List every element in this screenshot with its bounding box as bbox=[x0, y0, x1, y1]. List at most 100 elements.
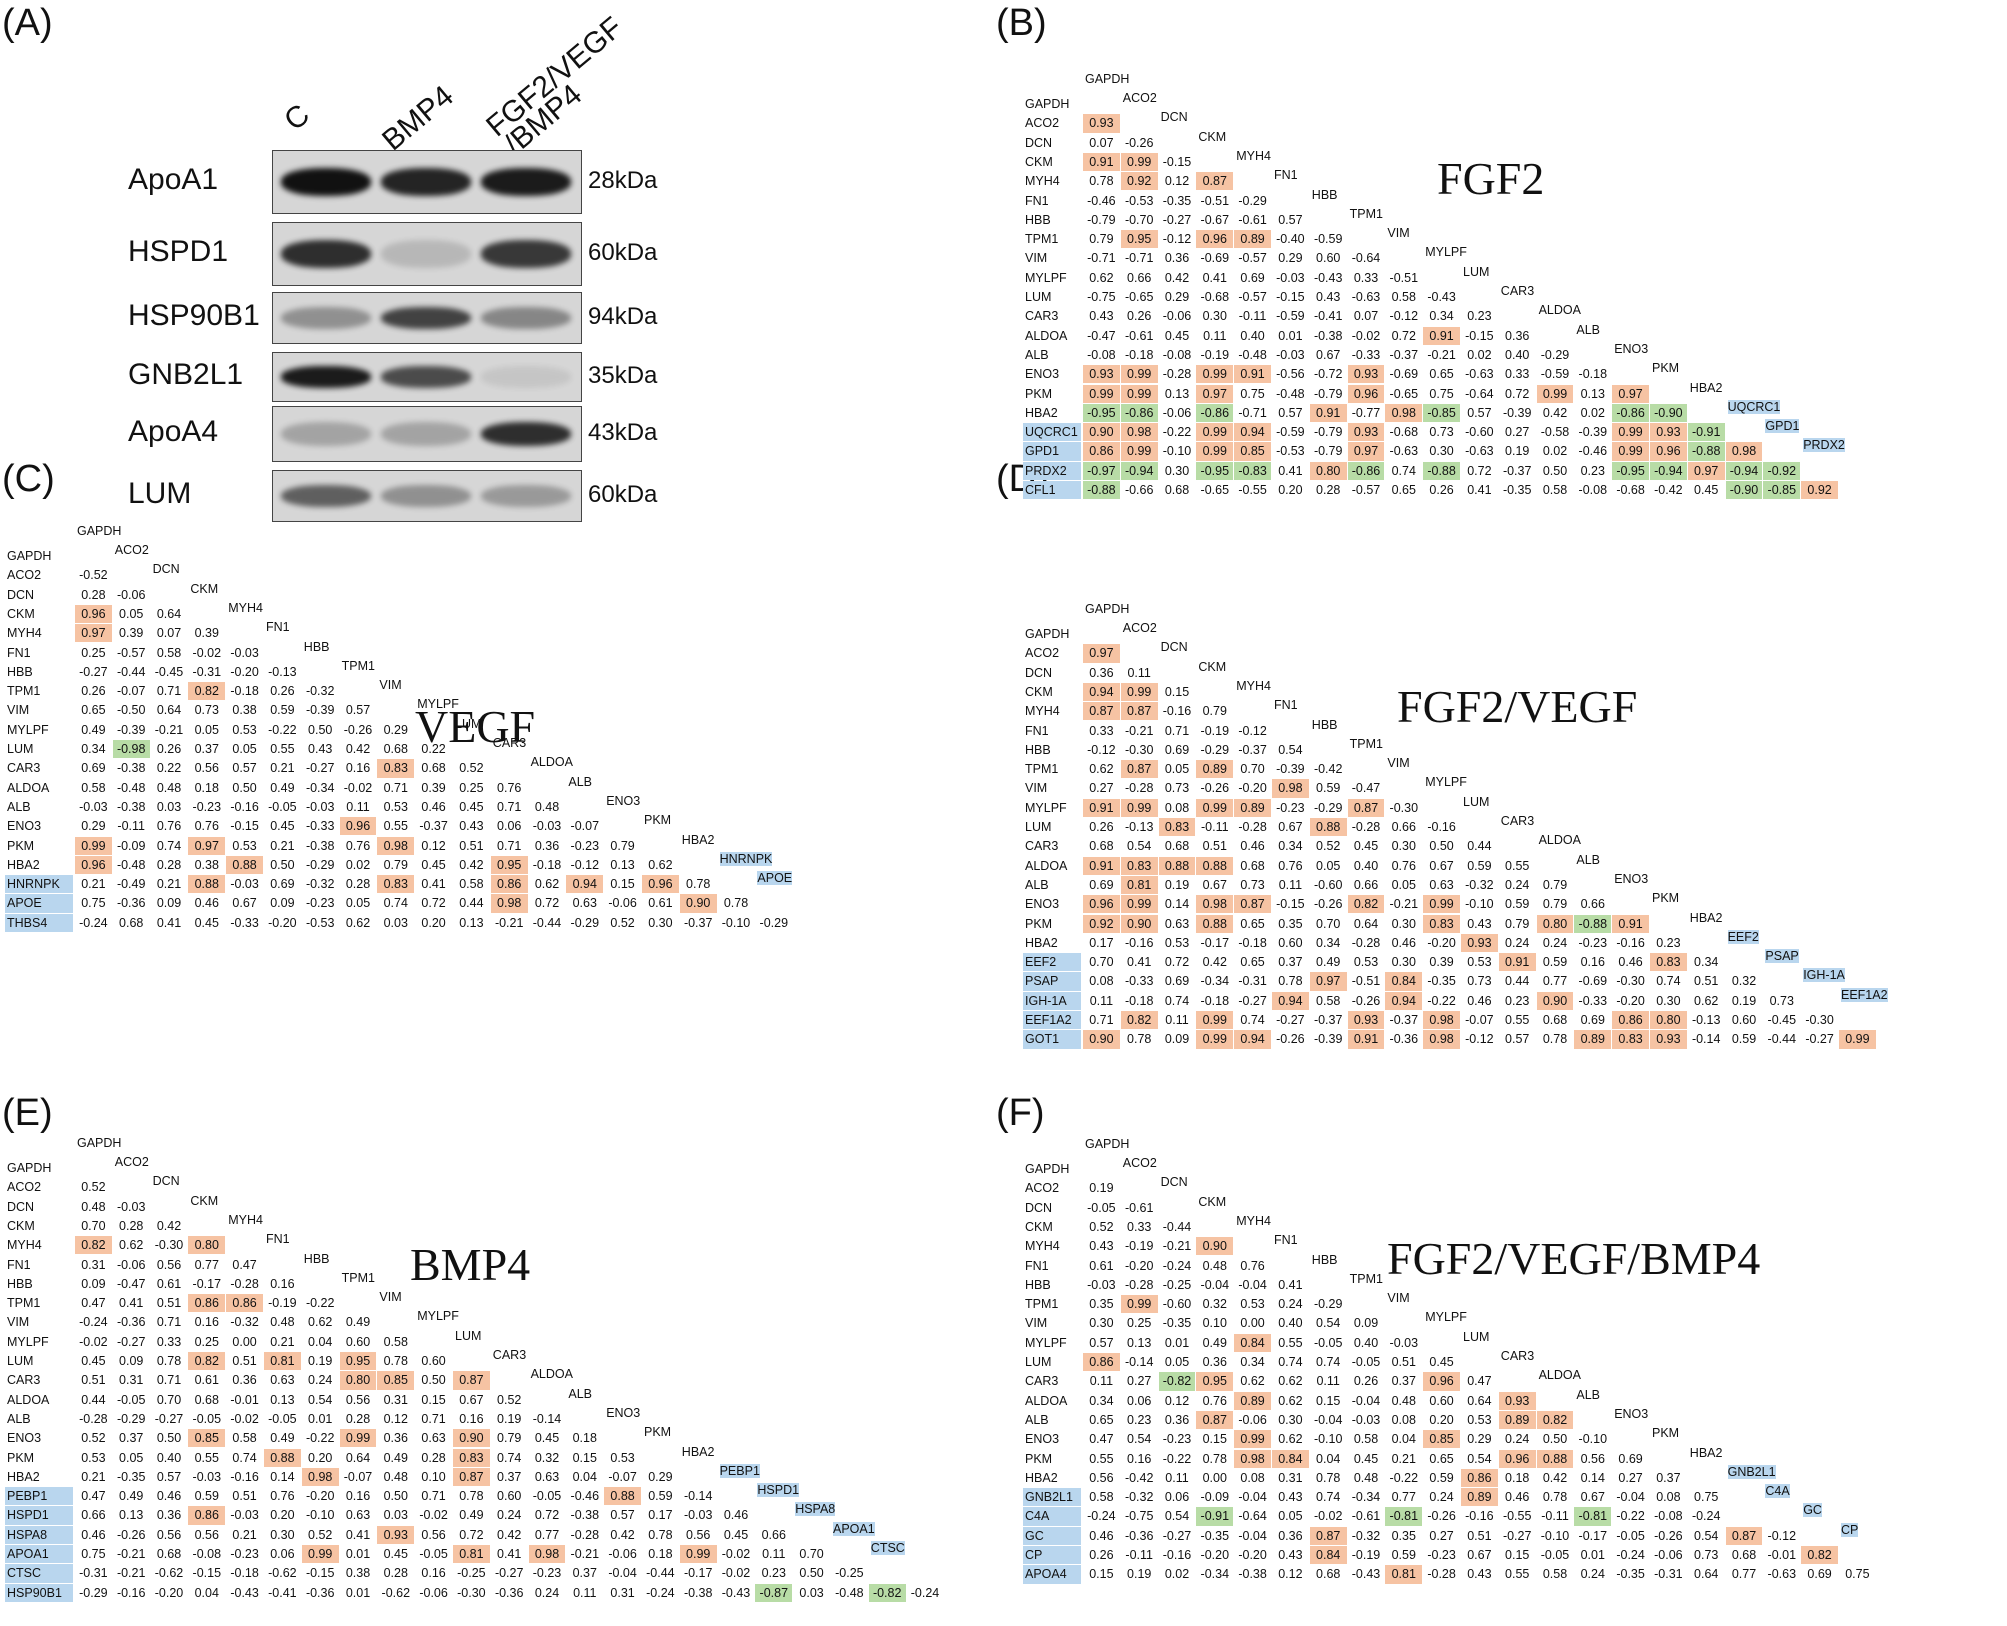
matrix-col-label: HBA2 bbox=[1689, 910, 1723, 925]
correlation-cell: 0.98 bbox=[528, 1545, 566, 1564]
correlation-cell: -0.81 bbox=[1574, 1507, 1612, 1526]
correlation-cell: 0.09 bbox=[81, 1276, 106, 1291]
correlation-cell: 0.88 bbox=[226, 855, 263, 875]
correlation-cell: 0.75 bbox=[1240, 386, 1265, 401]
correlation-cell: -0.81 bbox=[1385, 1507, 1423, 1526]
correlation-cell: 0.67 bbox=[1278, 820, 1303, 834]
correlation-cell: 0.46 bbox=[1467, 993, 1492, 1008]
correlation-cell: -0.69 bbox=[1578, 974, 1608, 989]
correlation-cell: -0.16 bbox=[1465, 1509, 1494, 1524]
correlation-cell: -0.11 bbox=[117, 819, 145, 834]
correlation-cell: 0.02 bbox=[1164, 1567, 1190, 1582]
correlation-cell: 0.15 bbox=[1316, 1393, 1341, 1408]
correlation-cell: -0.61 bbox=[1124, 328, 1154, 343]
correlation-cell: 0.60 bbox=[1731, 1013, 1757, 1027]
correlation-cell: 0.58 bbox=[459, 877, 484, 892]
correlation-cell: -0.02 bbox=[419, 1508, 448, 1523]
matrix-row-label: HSPD1 bbox=[5, 1506, 73, 1525]
correlation-cell: -0.05 bbox=[268, 1411, 297, 1426]
correlation-cell: 0.35 bbox=[1278, 916, 1303, 931]
correlation-cell: -0.31 bbox=[1238, 974, 1267, 989]
correlation-cell: 0.75 bbox=[1845, 1567, 1870, 1582]
correlation-cell: 0.18 bbox=[1505, 1470, 1530, 1485]
correlation-cell: -0.15 bbox=[1276, 290, 1305, 304]
correlation-cell: 0.60 bbox=[497, 1489, 522, 1504]
matrix-col-label: HBB bbox=[303, 639, 330, 654]
matrix-col-label: ALB bbox=[1576, 322, 1601, 337]
correlation-cell: 0.53 bbox=[1240, 1297, 1265, 1312]
correlation-cell: 0.62 bbox=[1694, 993, 1719, 1008]
correlation-cell: 0.54 bbox=[1316, 1316, 1341, 1331]
matrix-col-label: PKM bbox=[1652, 1426, 1680, 1441]
correlation-cell: 0.34 bbox=[1089, 1393, 1114, 1408]
correlation-cell: -0.29 bbox=[570, 915, 600, 930]
correlation-cell: -0.06 bbox=[1238, 1412, 1267, 1427]
correlation-cell: 0.85 bbox=[1423, 1430, 1460, 1449]
correlation-cell: 0.99 bbox=[1196, 365, 1234, 384]
blot-kda-label: 60kDa bbox=[588, 239, 658, 266]
correlation-cell: 0.61 bbox=[1089, 1258, 1114, 1273]
correlation-cell: 0.52 bbox=[497, 1392, 522, 1407]
correlation-cell: 0.39 bbox=[421, 780, 446, 795]
correlation-cell: 0.56 bbox=[194, 1527, 219, 1542]
correlation-cell: 0.58 bbox=[1353, 1432, 1379, 1447]
matrix-row-label: TPM1 bbox=[1025, 1297, 1059, 1312]
correlation-cell: -0.16 bbox=[230, 799, 259, 814]
correlation-cell: 0.20 bbox=[270, 1508, 295, 1523]
matrix-title-fgf2-vegf-bmp4: FGF2/VEGF/BMP4 bbox=[1387, 1233, 1761, 1284]
matrix-row-label: FN1 bbox=[7, 1257, 31, 1272]
matrix-row-label: THBS4 bbox=[5, 913, 73, 932]
correlation-cell: 0.96 bbox=[1498, 1449, 1536, 1468]
correlation-cell: 0.74 bbox=[1164, 993, 1190, 1008]
correlation-cell: 0.48 bbox=[1391, 1393, 1416, 1408]
correlation-cell: 0.91 bbox=[1423, 326, 1460, 345]
correlation-cell: 0.92 bbox=[1801, 481, 1838, 500]
correlation-cell: 0.59 bbox=[1467, 858, 1492, 873]
matrix-col-label: LUM bbox=[1463, 1329, 1490, 1344]
correlation-cell: -0.24 bbox=[79, 1315, 108, 1330]
correlation-cell: 0.74 bbox=[1316, 1490, 1341, 1505]
blot-band bbox=[481, 306, 571, 330]
correlation-cell: 0.67 bbox=[232, 896, 257, 911]
correlation-cell: 0.15 bbox=[572, 1450, 597, 1465]
matrix-row-label: TPM1 bbox=[1025, 232, 1059, 247]
correlation-cell: 0.95 bbox=[1196, 1372, 1234, 1391]
correlation-cell: -0.12 bbox=[570, 857, 600, 872]
correlation-cell: -0.88 bbox=[1574, 914, 1612, 933]
correlation-cell: 0.87 bbox=[1234, 895, 1271, 914]
correlation-cell: -0.38 bbox=[116, 799, 146, 814]
correlation-cell: 0.99 bbox=[75, 836, 112, 855]
matrix-col-label: HBA2 bbox=[1689, 1445, 1723, 1460]
correlation-cell: 0.30 bbox=[1278, 1412, 1303, 1427]
correlation-cell: 0.71 bbox=[421, 1411, 446, 1426]
correlation-cell: -0.47 bbox=[1351, 781, 1381, 796]
correlation-cell: 0.39 bbox=[119, 626, 144, 641]
correlation-cell: -0.20 bbox=[1427, 935, 1456, 950]
matrix-row-label: CAR3 bbox=[1025, 1374, 1059, 1389]
blot-band bbox=[481, 168, 571, 196]
correlation-cell: -0.33 bbox=[1124, 974, 1154, 989]
correlation-cell: 0.57 bbox=[1278, 212, 1303, 227]
matrix-col-label: ENO3 bbox=[606, 1405, 641, 1420]
correlation-cell: 0.57 bbox=[610, 1508, 635, 1523]
correlation-cell: 0.98 bbox=[377, 836, 415, 855]
matrix-row-label: PKM bbox=[1025, 1451, 1053, 1466]
correlation-cell: 0.08 bbox=[1391, 1412, 1416, 1427]
correlation-cell: 0.24 bbox=[1505, 877, 1530, 892]
correlation-cell: -0.86 bbox=[1612, 403, 1649, 423]
correlation-cell: 0.53 bbox=[232, 722, 257, 737]
correlation-cell: 0.44 bbox=[459, 896, 484, 911]
correlation-cell: -0.18 bbox=[230, 1566, 259, 1581]
matrix-row-label: HSPA8 bbox=[5, 1525, 73, 1544]
correlation-cell: 0.22 bbox=[156, 761, 182, 776]
correlation-cell: -0.27 bbox=[1502, 1528, 1532, 1543]
matrix-col-label: PKM bbox=[644, 1425, 672, 1440]
correlation-cell: 0.34 bbox=[1240, 1355, 1265, 1369]
correlation-cell: 0.42 bbox=[1542, 405, 1568, 420]
correlation-cell: -0.63 bbox=[1767, 1567, 1797, 1582]
correlation-cell: 0.58 bbox=[81, 780, 106, 795]
correlation-cell: -0.91 bbox=[1196, 1507, 1234, 1526]
correlation-cell: -0.37 bbox=[1502, 463, 1532, 478]
correlation-cell: 0.68 bbox=[1731, 1548, 1757, 1562]
correlation-cell: 0.26 bbox=[270, 684, 295, 699]
